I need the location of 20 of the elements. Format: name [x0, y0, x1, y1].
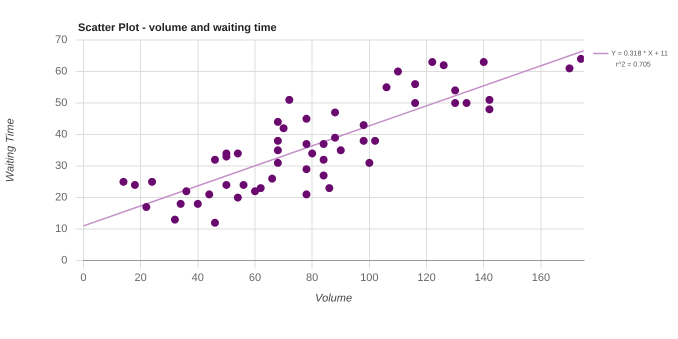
y-tick-label: 20: [55, 192, 68, 204]
y-tick-label: 50: [55, 97, 68, 110]
y-tick-label: 70: [55, 34, 68, 46]
x-tick-label: 140: [474, 272, 493, 284]
y-tick-label: 0: [61, 254, 68, 267]
x-tick-label: 60: [248, 272, 262, 284]
x-tick-label: 120: [417, 272, 436, 284]
x-tick-label: 40: [192, 272, 204, 284]
x-tick-label: 100: [360, 272, 379, 284]
x-tick-label: 80: [306, 272, 318, 284]
x-tick-label: 160: [532, 272, 550, 284]
x-tick-label: 20: [134, 272, 147, 284]
chart-title: Scatter Plot - volume and waiting time: [78, 22, 277, 34]
y-axis-title: Waiting Time: [4, 118, 17, 182]
y-tick-label: 30: [55, 160, 68, 172]
y-tick-label: 10: [55, 223, 68, 236]
x-axis-title: Volume: [315, 292, 352, 304]
y-tick-label: 60: [55, 66, 68, 78]
x-tick-label: 0: [80, 272, 86, 284]
y-tick-label: 40: [55, 128, 68, 141]
